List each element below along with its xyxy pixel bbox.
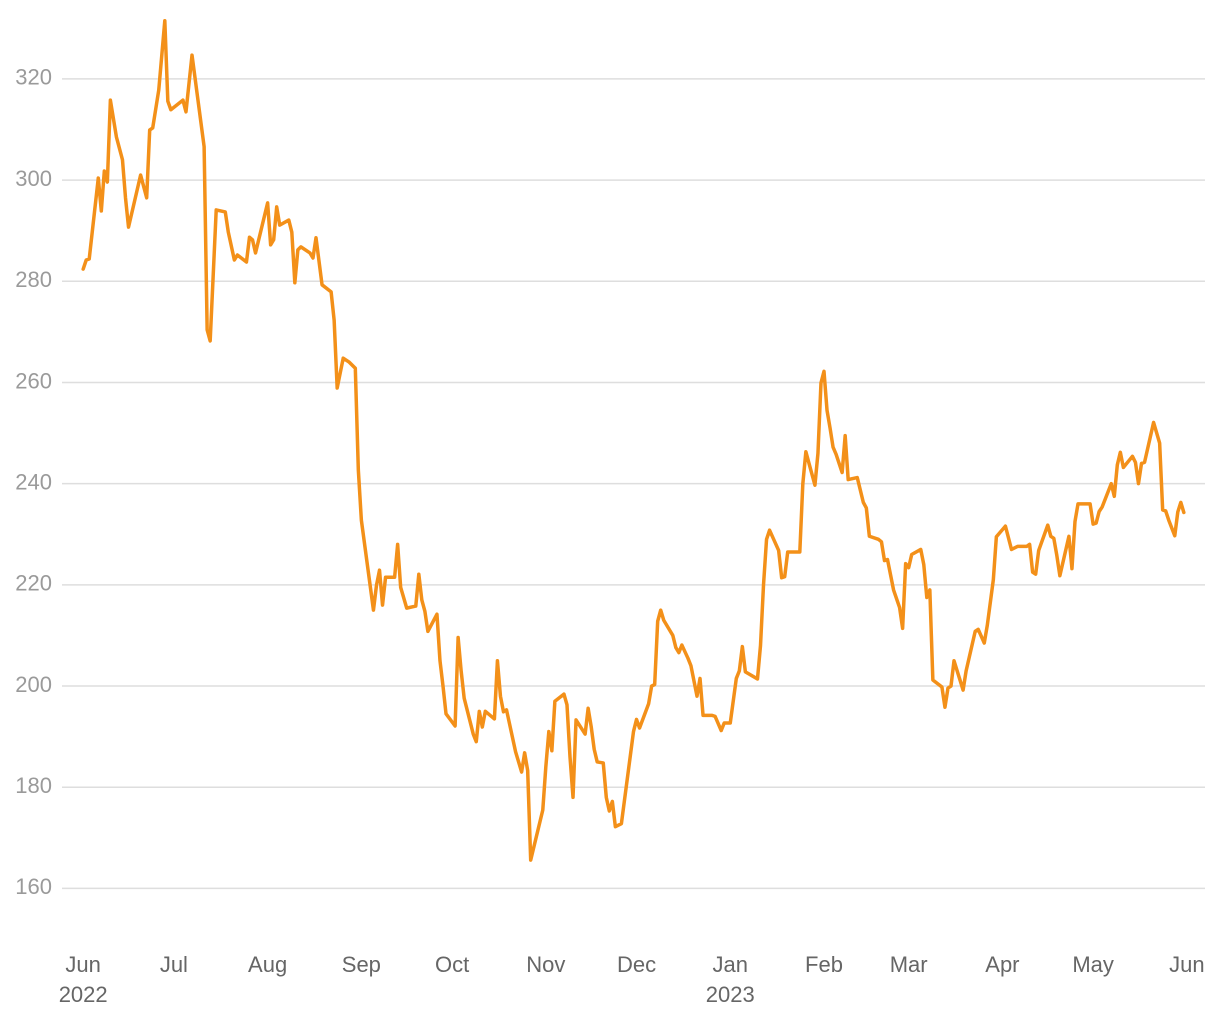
x-tick-label: Nov bbox=[526, 952, 565, 977]
y-tick-label: 220 bbox=[15, 571, 52, 596]
x-tick-label: Jun bbox=[1169, 952, 1204, 977]
y-tick-label: 180 bbox=[15, 773, 52, 798]
y-tick-label: 160 bbox=[15, 874, 52, 899]
x-tick-label: Mar bbox=[890, 952, 928, 977]
x-tick-label: Jun bbox=[65, 952, 100, 977]
y-tick-label: 200 bbox=[15, 672, 52, 697]
x-tick-label: Apr bbox=[985, 952, 1019, 977]
x-tick-label: Sep bbox=[342, 952, 381, 977]
price-line bbox=[81, 18, 1186, 862]
x-tick-label: May bbox=[1072, 952, 1114, 977]
x-tick-label: Jul bbox=[160, 952, 188, 977]
y-tick-label: 300 bbox=[15, 166, 52, 191]
y-tick-label: 260 bbox=[15, 368, 52, 393]
x-tick-sublabel: 2022 bbox=[59, 982, 108, 1007]
y-tick-label: 240 bbox=[15, 469, 52, 494]
y-tick-label: 320 bbox=[15, 65, 52, 90]
x-tick-label: Oct bbox=[435, 952, 469, 977]
x-tick-label: Feb bbox=[805, 952, 843, 977]
x-tick-label: Dec bbox=[617, 952, 656, 977]
x-tick-label: Aug bbox=[248, 952, 287, 977]
x-tick-sublabel: 2023 bbox=[706, 982, 755, 1007]
x-tick-label: Jan bbox=[713, 952, 748, 977]
y-tick-label: 280 bbox=[15, 267, 52, 292]
